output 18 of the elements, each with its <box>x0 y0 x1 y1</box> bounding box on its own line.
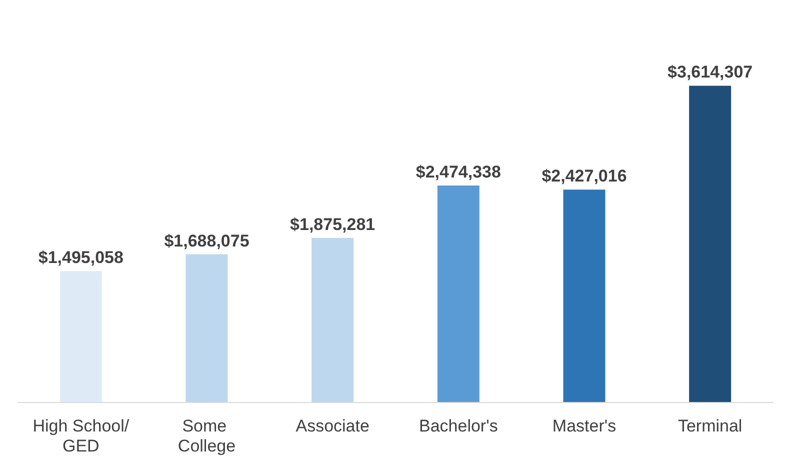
bar <box>312 238 354 402</box>
x-tick-label: Some College <box>178 416 236 456</box>
bar <box>563 190 606 402</box>
data-label: $2,474,338 <box>416 162 501 182</box>
bar <box>186 254 228 402</box>
data-label: $1,495,058 <box>38 248 124 268</box>
data-label: $1,875,281 <box>290 214 376 234</box>
bar <box>437 185 480 402</box>
bar <box>689 86 732 402</box>
data-label: $1,688,075 <box>164 231 250 250</box>
x-tick-label: Bachelor's <box>418 416 498 436</box>
x-tick-label: Terminal <box>678 416 742 436</box>
x-tick-label: Associate <box>296 416 370 436</box>
data-label: $3,614,307 <box>668 62 753 82</box>
x-tick-label: High School/GED <box>32 416 130 456</box>
x-tick-label: Master's <box>552 416 616 436</box>
bar <box>60 271 102 402</box>
data-label: $2,427,016 <box>542 166 627 186</box>
